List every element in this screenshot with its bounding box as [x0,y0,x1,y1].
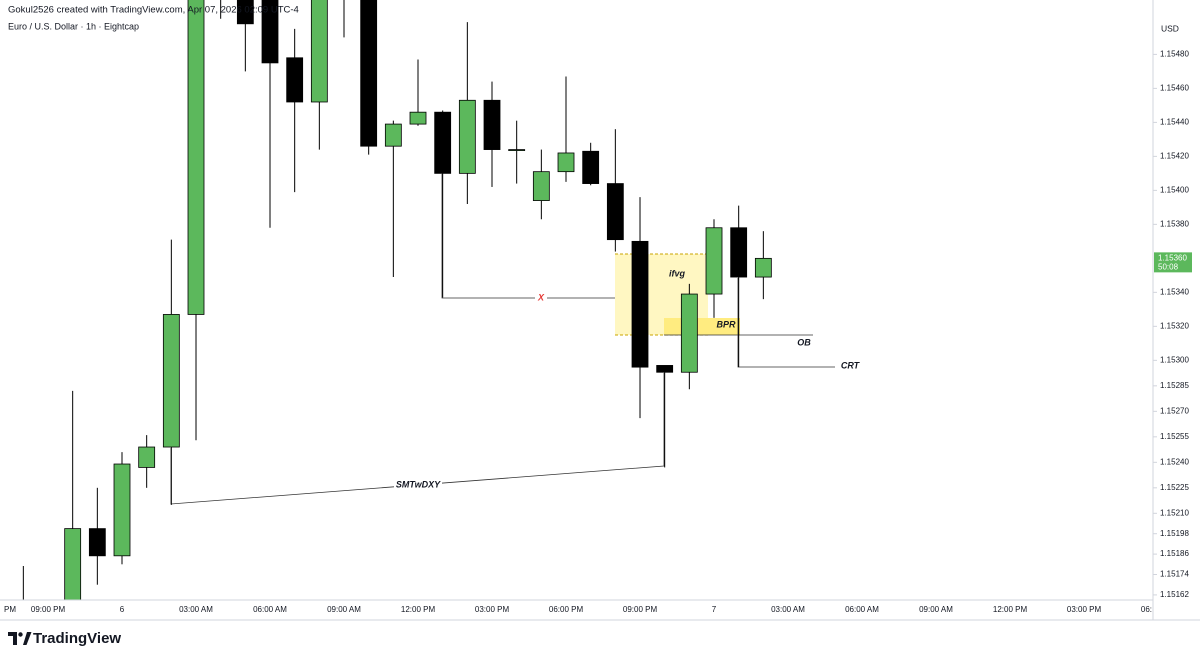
x-tick-label: PM [4,605,16,614]
y-tick-label: 1.15162 [1160,590,1189,599]
candle-body [113,463,131,557]
x-line [441,174,615,299]
candles [22,0,772,600]
x-tick-label: 03:00 PM [475,605,510,614]
logo: TradingView [8,630,121,647]
x-tick-label: 7 [712,605,717,614]
candle-body [261,0,279,64]
x-tick-label: 06:00 AM [253,605,287,614]
y-tick-label: 1.15320 [1160,321,1189,330]
candle-body [187,0,205,315]
y-tick-label: 1.15420 [1160,151,1189,160]
candle-body [483,99,501,150]
candle-body [730,227,748,278]
x-tick-label: 09:00 PM [31,605,66,614]
candle-body [88,528,106,557]
y-tick-label: 1.15440 [1160,117,1189,126]
crt-line [737,278,835,368]
candle-body [384,123,402,147]
annotation: BPR [716,319,736,329]
candle-body [409,111,427,125]
x-tick-label: 12:00 PM [993,605,1028,614]
last-price-box [1154,252,1192,273]
y-tick-label: 1.15460 [1160,83,1189,92]
y-tick-label: 1.15480 [1160,50,1189,59]
annotation-bg [394,479,442,491]
y-tick-label: 1.15300 [1160,355,1189,364]
countdown: 50:08 [1158,262,1179,271]
candle-body [754,257,772,278]
y-tick-label: 1.15186 [1160,549,1189,558]
candle-body [162,314,180,448]
y-tick-label: 1.15225 [1160,483,1189,492]
y-tick-label: 1.15174 [1160,570,1189,579]
annotation: X [537,292,545,302]
y-tick-label: 1.15270 [1160,406,1189,415]
annotation: SMTwDXY [396,479,441,489]
candle-body [64,528,82,600]
candle-body [138,446,156,468]
y-tick-label: 1.15240 [1160,457,1189,466]
y-tick-label: 1.15380 [1160,219,1189,228]
x-tick-label: 09:00 AM [327,605,361,614]
candle-body [532,171,550,201]
x-tick-label: 06:00 PM [549,605,584,614]
candle-body [680,293,698,373]
x-tick-label: 09:00 AM [919,605,953,614]
annotation: ifvg [669,268,686,278]
logo-icon [8,632,32,645]
logo-icon [18,632,23,637]
annotation: OB [797,337,811,347]
candle-body [360,0,378,147]
symbol-title: Euro / U.S. Dollar · 1h · Eightcap [8,21,139,31]
candle-body [705,227,723,295]
candle-body [310,0,328,103]
candle-body [508,149,526,151]
logo-text: TradingView [33,630,121,647]
y-tick-label: 1.15340 [1160,287,1189,296]
candle-body [236,0,254,25]
y-tick-label: 1.15285 [1160,381,1189,390]
candle-body [434,111,452,174]
annotation-bg [535,292,547,304]
currency-label: USD [1161,23,1179,33]
candle-body [656,365,674,373]
candle-body [582,150,600,184]
x-tick-label: 12:00 PM [401,605,436,614]
credit: Gokul2526 created with TradingView.com, … [8,5,299,16]
last-price-label: 1.15360 [1158,253,1187,262]
y-tick-label: 1.15210 [1160,508,1189,517]
x-tick-label: 03:00 AM [771,605,805,614]
candle-body [631,240,649,368]
annotation: CRT [841,360,861,370]
candle-body [606,183,624,241]
x-tick-label: 06:00 AM [845,605,879,614]
y-tick-label: 1.15198 [1160,529,1189,538]
y-tick-label: 1.15255 [1160,432,1189,441]
candle-body [458,99,476,174]
candle-body [557,152,575,173]
x-tick-label: 06: [1141,605,1152,614]
x-tick-label: 09:00 PM [623,605,658,614]
y-tick-label: 1.15400 [1160,185,1189,194]
candle-body [286,57,304,103]
x-tick-label: 03:00 PM [1067,605,1102,614]
x-tick-label: 6 [120,605,125,614]
x-tick-label: 03:00 AM [179,605,213,614]
